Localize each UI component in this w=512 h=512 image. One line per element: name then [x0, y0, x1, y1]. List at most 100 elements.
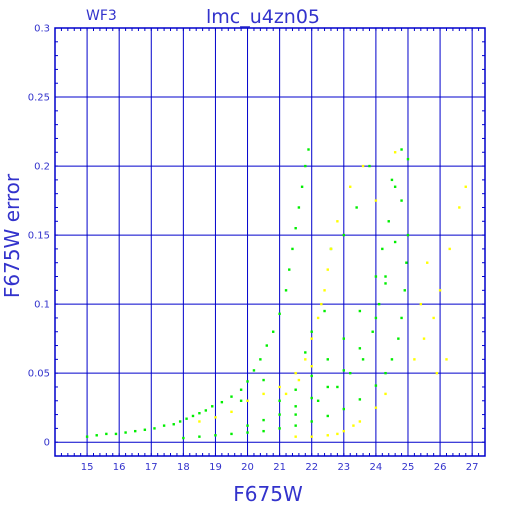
data-point	[390, 358, 394, 361]
data-point	[294, 226, 297, 230]
data-point	[329, 247, 333, 251]
data-point	[405, 261, 408, 264]
data-point	[438, 289, 442, 292]
data-point	[326, 434, 329, 437]
data-point	[419, 302, 423, 306]
data-point	[294, 424, 297, 427]
x-tick-label: 24	[370, 462, 383, 473]
data-point	[134, 429, 137, 433]
data-point	[403, 289, 406, 292]
data-point	[390, 178, 394, 182]
data-point	[262, 378, 265, 382]
data-point	[239, 388, 243, 391]
data-point	[323, 309, 326, 313]
data-point	[374, 406, 378, 409]
y-tick-label: 0.15	[28, 231, 50, 242]
data-point	[310, 396, 313, 400]
data-point	[307, 148, 310, 151]
y-tick-label: 0.05	[28, 369, 50, 380]
data-point	[95, 434, 98, 437]
data-point	[400, 199, 403, 202]
x-tick-label: 17	[145, 462, 158, 473]
data-point	[342, 429, 346, 433]
data-point	[105, 432, 108, 436]
data-point	[278, 413, 281, 416]
x-tick-label: 21	[273, 462, 286, 473]
x-tick-label: 16	[113, 462, 126, 473]
data-point	[230, 395, 233, 398]
data-point	[143, 428, 147, 431]
data-point	[316, 399, 320, 402]
data-point	[114, 432, 118, 436]
data-point	[349, 371, 352, 375]
data-point	[358, 347, 362, 350]
data-point	[85, 435, 89, 438]
data-point	[300, 185, 304, 188]
data-point	[259, 358, 262, 361]
data-point	[368, 164, 371, 168]
chart-title: lmc_u4zn05	[205, 6, 321, 28]
data-point	[464, 185, 467, 188]
data-point	[172, 423, 175, 426]
data-point	[272, 330, 275, 333]
data-point	[326, 358, 329, 361]
data-point	[214, 434, 217, 437]
data-point	[355, 206, 358, 209]
data-point	[326, 385, 329, 389]
data-point	[185, 417, 188, 420]
data-point	[323, 289, 326, 292]
y-tick-label: 0.3	[34, 24, 50, 35]
data-point	[377, 302, 381, 306]
data-point	[336, 220, 339, 223]
data-point	[406, 157, 410, 161]
data-point	[191, 414, 195, 418]
data-point	[230, 432, 233, 436]
data-point	[310, 420, 313, 423]
y-tick-label: 0.25	[28, 93, 50, 104]
data-point	[371, 330, 374, 333]
x-tick-label: 15	[81, 462, 94, 473]
y-axis-label: F675W error	[0, 173, 24, 299]
data-point	[198, 435, 201, 438]
x-tick-label: 25	[402, 462, 415, 473]
data-point	[153, 427, 156, 430]
plot-frame	[54, 27, 486, 457]
data-point	[384, 282, 387, 285]
data-point	[358, 420, 362, 423]
data-point	[342, 407, 346, 411]
x-tick-label: 27	[466, 462, 479, 473]
data-point	[413, 358, 416, 361]
data-point	[246, 380, 249, 383]
data-point	[374, 316, 378, 320]
data-point	[294, 405, 297, 408]
data-point	[284, 392, 288, 396]
data-point	[294, 435, 297, 438]
data-point	[432, 316, 435, 320]
data-point	[262, 418, 265, 422]
data-point	[435, 371, 439, 375]
data-point	[214, 416, 217, 419]
data-point	[342, 337, 346, 340]
data-point	[124, 431, 127, 434]
data-point	[374, 199, 378, 202]
data-point	[278, 427, 281, 430]
data-point	[204, 409, 208, 412]
data-point	[246, 399, 249, 402]
data-point	[320, 302, 323, 306]
data-point	[387, 220, 390, 223]
data-point	[326, 268, 329, 271]
data-point	[406, 233, 410, 237]
data-point	[246, 431, 249, 434]
data-point	[310, 337, 313, 340]
data-point	[426, 261, 429, 264]
data-point	[310, 374, 313, 378]
x-tick-label: 22	[305, 462, 318, 473]
data-point	[239, 399, 243, 402]
data-point	[220, 400, 224, 404]
data-point	[278, 399, 281, 402]
data-point	[393, 185, 397, 188]
data-point	[374, 275, 378, 278]
data-point	[304, 351, 307, 354]
data-point	[384, 275, 387, 278]
data-point	[358, 309, 362, 313]
